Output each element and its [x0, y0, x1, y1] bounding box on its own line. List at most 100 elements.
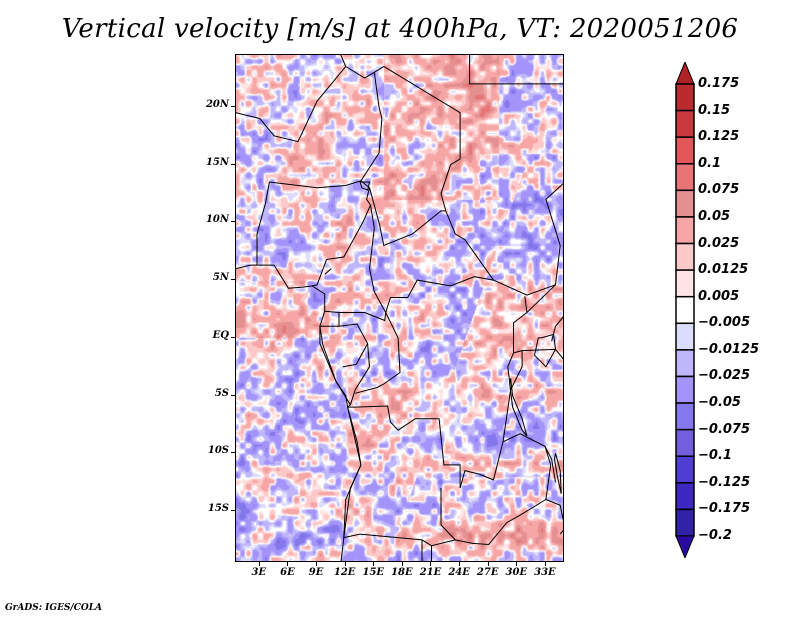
country-border	[319, 312, 351, 406]
colorbar-swatch	[675, 402, 695, 431]
x-tick-mark	[516, 562, 518, 566]
country-border	[385, 276, 494, 313]
country-border	[526, 284, 556, 313]
y-tick-mark	[231, 336, 235, 338]
colorbar-swatch	[675, 109, 695, 138]
y-tick-mark	[231, 510, 235, 512]
colorbar-label: −0.05	[698, 395, 741, 411]
colorbar-swatch	[675, 163, 695, 192]
country-border	[369, 187, 446, 247]
y-tick-mark	[231, 163, 235, 165]
lake-outline	[533, 333, 557, 368]
country-border	[338, 323, 369, 368]
country-border	[256, 180, 372, 287]
colorbar-top-arrow	[675, 62, 695, 85]
country-border	[440, 488, 456, 541]
coastline	[236, 264, 362, 561]
country-border	[236, 65, 461, 159]
colorbar-swatch	[675, 189, 695, 218]
x-tick-label: 9E	[308, 567, 324, 578]
y-tick-label: EQ	[212, 329, 229, 341]
country-border	[360, 72, 383, 182]
country-border	[544, 446, 556, 483]
x-tick-label: 27E	[476, 567, 499, 578]
lake-outline	[359, 181, 371, 191]
chart-title: Vertical velocity [m/s] at 400hPa, VT: 2…	[61, 14, 739, 44]
colorbar-label: −0.005	[698, 315, 751, 331]
y-tick-mark	[231, 452, 235, 454]
colorbar-swatch	[675, 295, 695, 325]
x-tick-mark	[487, 562, 489, 566]
country-border	[343, 404, 473, 547]
colorbar-label: −0.1	[698, 448, 732, 464]
y-tick-label: 15S	[207, 503, 229, 515]
x-tick-label: 6E	[280, 567, 295, 578]
colorbar	[675, 62, 695, 558]
y-tick-label: 20N	[205, 98, 229, 110]
colorbar-label: −0.175	[698, 501, 751, 517]
colorbar-label: −0.025	[698, 368, 751, 384]
x-tick-mark	[430, 562, 432, 566]
colorbar-label: 0.0125	[698, 262, 749, 278]
y-tick-label: 10S	[207, 445, 229, 457]
map-panel	[235, 54, 564, 562]
colorbar-label: 0.025	[698, 235, 740, 251]
colorbar-swatch	[675, 242, 695, 271]
country-border	[324, 268, 332, 275]
y-tick-mark	[231, 221, 235, 223]
x-tick-label: 3E	[251, 567, 267, 578]
country-border	[340, 55, 347, 67]
x-tick-label: 15E	[362, 567, 385, 578]
country-border	[545, 499, 563, 535]
x-tick-mark	[316, 562, 318, 566]
colorbar-swatch	[675, 455, 695, 484]
x-tick-mark	[258, 562, 260, 566]
country-border	[459, 433, 552, 546]
colorbar-swatch	[675, 508, 695, 537]
country-border	[347, 405, 461, 488]
colorbar-label: 0.05	[698, 208, 731, 224]
lake-outline	[553, 453, 562, 494]
colorbar-swatch	[675, 349, 695, 378]
x-tick-label: 18E	[391, 567, 413, 578]
colorbar-label: 0.005	[698, 288, 740, 304]
country-border	[349, 343, 371, 405]
colorbar-swatch	[675, 375, 695, 404]
colorbar-swatch	[675, 428, 695, 457]
x-tick-label: 33E	[534, 567, 556, 578]
x-tick-label: 21E	[419, 567, 442, 578]
x-tick-mark	[401, 562, 403, 566]
y-tick-label: 15N	[205, 156, 229, 168]
y-tick-mark	[231, 279, 235, 281]
country-border	[324, 205, 387, 322]
country-border	[355, 312, 401, 394]
colorbar-label: −0.075	[698, 421, 751, 437]
colorbar-label: 0.15	[698, 102, 731, 118]
colorbar-bottom-arrow	[675, 535, 695, 558]
country-border	[551, 316, 563, 342]
colorbar-label: −0.0125	[698, 341, 760, 357]
country-border	[469, 55, 563, 85]
y-tick-label: 10N	[205, 214, 229, 226]
grads-credit: GrADS: IGES/COLA	[5, 603, 103, 613]
country-border	[440, 158, 563, 296]
colorbar-label: −0.2	[698, 528, 732, 543]
colorbar-swatch	[675, 322, 695, 351]
x-tick-mark	[544, 562, 546, 566]
x-tick-label: 24E	[448, 567, 470, 578]
x-tick-label: 12E	[333, 567, 356, 578]
colorbar-swatch	[675, 136, 695, 165]
colorbar-label: −0.125	[698, 474, 751, 490]
colorbar-swatch	[675, 482, 695, 511]
country-border	[510, 350, 523, 391]
colorbar-swatch	[675, 83, 695, 112]
y-tick-label: 5N	[212, 272, 229, 284]
colorbar-label: 0.125	[698, 129, 740, 145]
country-border	[513, 348, 563, 360]
colorbar-swatch	[675, 269, 695, 298]
x-tick-label: 30E	[505, 567, 528, 578]
country-border	[502, 296, 528, 442]
x-tick-mark	[373, 562, 375, 566]
y-tick-label: 5S	[214, 387, 229, 399]
x-tick-mark	[344, 562, 346, 566]
